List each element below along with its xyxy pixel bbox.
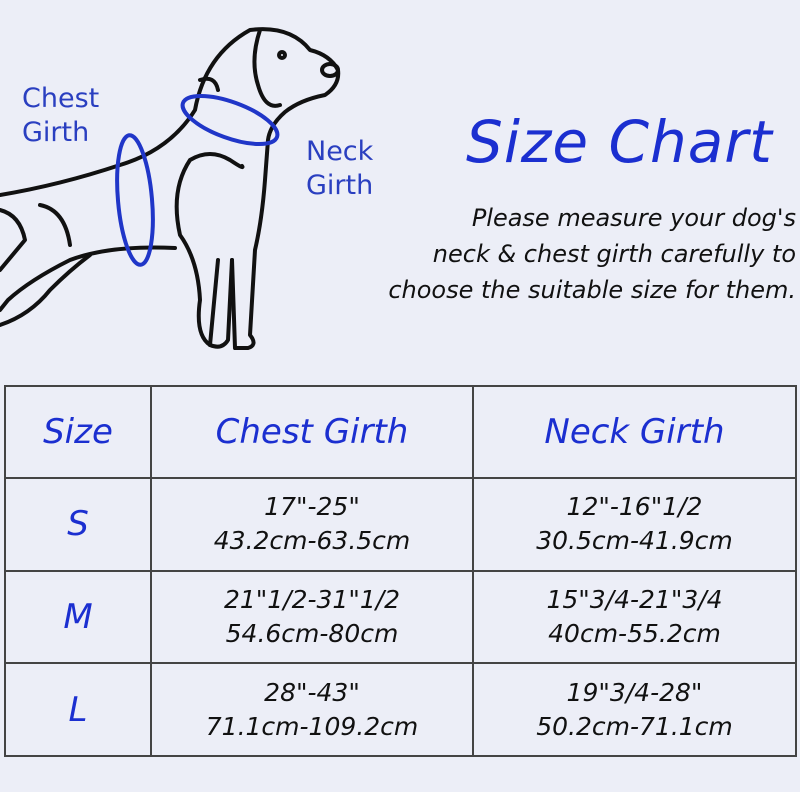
neck-cell: 15"3/4-21"3/4 40cm-55.2cm (472, 569, 797, 665)
cm: 50.2cm-71.1cm (536, 711, 733, 741)
size-cell: M (4, 569, 152, 665)
cm: 40cm-55.2cm (548, 618, 721, 648)
table-row: S 17"-25" 43.2cm-63.5cm 12"-16"1/2 30.5cm-… (4, 477, 797, 572)
table-header-row: Size Chest Girth Neck Girth (4, 385, 797, 479)
neck-label-line: Neck (306, 136, 374, 167)
header-neck-girth: Neck Girth (472, 385, 797, 479)
size-table: Size Chest Girth Neck Girth S 17"-25" 43.… (4, 385, 797, 757)
size-cell: S (4, 477, 152, 572)
neck-cell: 12"-16"1/2 30.5cm-41.9cm (472, 477, 797, 572)
cm: 54.6cm-80cm (225, 618, 399, 648)
chest-girth-label: Chest Girth (22, 82, 99, 150)
description-line: choose the suitable size for them. (388, 276, 796, 304)
chest-label-line: Girth (22, 117, 90, 148)
neck-label-line: Girth (306, 170, 374, 201)
cm: 71.1cm-109.2cm (205, 711, 419, 741)
inches: 17"-25" (264, 492, 360, 522)
inches: 12"-16"1/2 (566, 492, 703, 522)
cm: 43.2cm-63.5cm (213, 526, 411, 556)
chest-cell: 21"1/2-31"1/2 54.6cm-80cm (150, 569, 474, 665)
cm: 30.5cm-41.9cm (536, 526, 733, 556)
inches: 15"3/4-21"3/4 (546, 584, 723, 614)
size-cell: L (4, 662, 152, 757)
description-line: Please measure your dog's (471, 204, 796, 232)
inches: 19"3/4-28" (566, 677, 703, 707)
table-row: L 28"-43" 71.1cm-109.2cm 19"3/4-28" 50.2cm… (4, 662, 797, 757)
table-row: M 21"1/2-31"1/2 54.6cm-80cm 15"3/4-21"3/4… (4, 569, 797, 665)
chest-cell: 28"-43" 71.1cm-109.2cm (150, 662, 474, 757)
inches: 28"-43" (264, 677, 360, 707)
neck-girth-label: Neck Girth (306, 135, 373, 203)
header-size: Size (4, 385, 152, 479)
neck-cell: 19"3/4-28" 50.2cm-71.1cm (472, 662, 797, 757)
page-title: Size Chart (466, 108, 773, 176)
dog-illustration (0, 27, 341, 350)
chest-cell: 17"-25" 43.2cm-63.5cm (150, 477, 474, 572)
header-chest-girth: Chest Girth (150, 385, 474, 479)
inches: 21"1/2-31"1/2 (223, 584, 401, 614)
description-line: neck & chest girth carefully to (432, 240, 796, 268)
chest-label-line: Chest (22, 83, 100, 114)
description: Please measure your dog's neck & chest g… (296, 200, 796, 308)
